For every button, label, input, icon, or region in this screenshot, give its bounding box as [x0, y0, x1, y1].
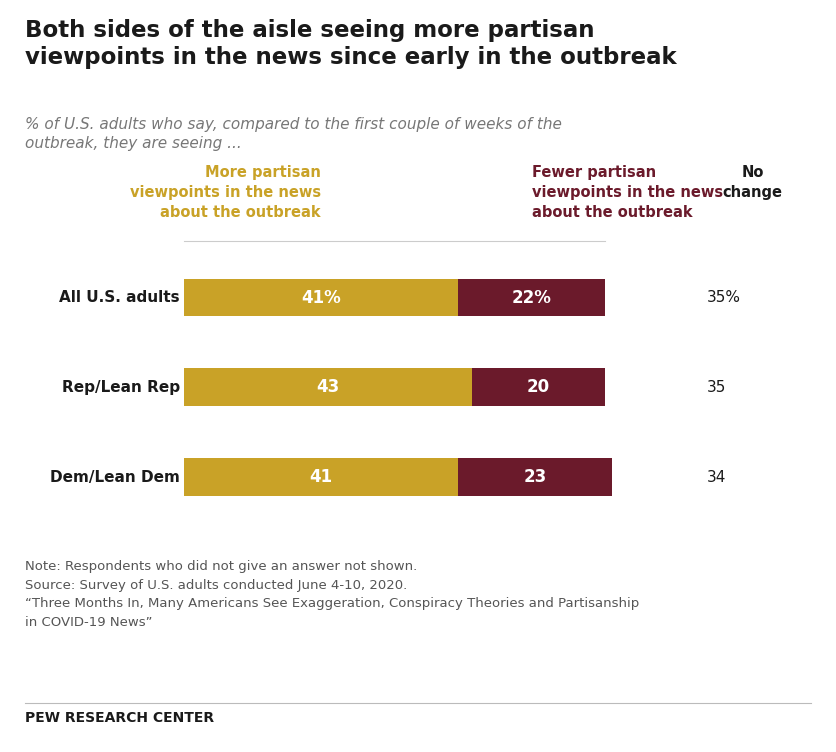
Text: 35%: 35%: [706, 290, 741, 305]
Text: PEW RESEARCH CENTER: PEW RESEARCH CENTER: [25, 711, 214, 725]
Bar: [458, 279, 605, 317]
Text: Note: Respondents who did not give an answer not shown.
Source: Survey of U.S. a: Note: Respondents who did not give an an…: [25, 560, 640, 629]
Text: Fewer partisan
viewpoints in the news
about the outbreak: Fewer partisan viewpoints in the news ab…: [532, 165, 723, 220]
Text: Both sides of the aisle seeing more partisan
viewpoints in the news since early : Both sides of the aisle seeing more part…: [25, 19, 676, 69]
Text: 35: 35: [706, 380, 726, 395]
Bar: [458, 458, 612, 496]
Bar: [184, 279, 458, 317]
Text: % of U.S. adults who say, compared to the first couple of weeks of the
outbreak,: % of U.S. adults who say, compared to th…: [25, 117, 562, 151]
Text: More partisan
viewpoints in the news
about the outbreak: More partisan viewpoints in the news abo…: [130, 165, 321, 220]
Text: 41%: 41%: [301, 289, 341, 307]
Text: 20: 20: [527, 378, 550, 396]
Bar: [472, 368, 605, 406]
Text: Dem/Lean Dem: Dem/Lean Dem: [50, 469, 180, 484]
Text: 41: 41: [309, 468, 333, 486]
Text: 34: 34: [706, 469, 726, 484]
Text: 23: 23: [523, 468, 547, 486]
Text: Rep/Lean Rep: Rep/Lean Rep: [62, 380, 180, 395]
Text: All U.S. adults: All U.S. adults: [59, 290, 180, 305]
Text: 22%: 22%: [512, 289, 552, 307]
Text: No
change: No change: [722, 165, 782, 200]
Bar: [184, 458, 458, 496]
Bar: [184, 368, 472, 406]
Text: 43: 43: [316, 378, 339, 396]
